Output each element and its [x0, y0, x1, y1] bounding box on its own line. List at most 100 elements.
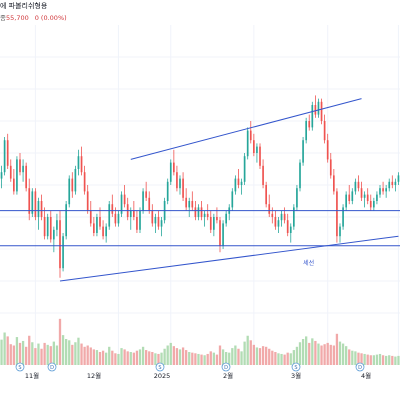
candle-body [43, 217, 46, 237]
trendline-lower-channel [59, 235, 399, 282]
candle-body [188, 201, 191, 208]
volume-bar [271, 350, 274, 365]
volume-bar [305, 336, 308, 365]
volume-bar [55, 345, 59, 365]
volume-bar [308, 342, 311, 365]
volume-bar [320, 345, 323, 365]
volume-bar [394, 356, 397, 365]
volume-bar [123, 349, 126, 365]
volume-bar [231, 348, 234, 365]
volume-bar [86, 345, 89, 365]
candle-body [136, 217, 138, 230]
volume-bar [197, 353, 200, 365]
volume-bar [141, 346, 145, 365]
volume-bar [52, 341, 55, 365]
candle-body [277, 220, 280, 227]
volume-bar [397, 355, 400, 365]
volume-bar [172, 346, 175, 365]
event-marker [355, 362, 365, 372]
volume-bar [25, 346, 28, 365]
candle-body [360, 188, 363, 198]
quote-label: 종 [0, 14, 6, 22]
volume-bar [258, 348, 262, 365]
volume-bar [58, 318, 62, 365]
volume-bar [6, 336, 9, 365]
volume-bar [277, 353, 280, 365]
candle-body [16, 159, 18, 192]
volume-bar [301, 339, 305, 365]
candle-body [363, 194, 366, 198]
volume-bar [31, 342, 34, 365]
volume-bar [117, 353, 120, 365]
volume-bar [46, 344, 49, 365]
x-tick-label: 2025 [154, 372, 171, 380]
candle-body [268, 204, 271, 214]
volume-bar [323, 344, 326, 365]
candle-body [139, 210, 141, 230]
volume-bar [255, 347, 259, 365]
volume-bar [191, 352, 194, 365]
candle-body [182, 178, 184, 198]
candle-body [317, 101, 320, 115]
candle-body [243, 156, 246, 182]
volume-bar [169, 342, 172, 365]
candle-body [114, 213, 117, 224]
candle-body [320, 101, 323, 121]
candle-body [246, 130, 249, 157]
volume-bar [298, 342, 302, 365]
volume-bar [249, 340, 252, 365]
volume-bar [354, 351, 357, 365]
volume-bar [80, 343, 83, 365]
volume-bar [274, 352, 277, 365]
candle-body [302, 140, 304, 163]
volume-bar [34, 348, 37, 365]
event-marker [291, 362, 301, 372]
candle-body [203, 213, 206, 217]
candle-body [326, 140, 329, 160]
candle-body [176, 172, 178, 189]
event-marker-label: D [50, 365, 54, 371]
candle-body [286, 220, 289, 233]
volume-bar [160, 352, 163, 365]
candle-body [3, 140, 6, 173]
x-tick-label: 11월 [25, 371, 39, 380]
candle-body [206, 213, 209, 217]
volume-bar [114, 353, 117, 365]
volume-bar [0, 339, 3, 365]
volume-bar [341, 343, 345, 365]
volume-bar [18, 342, 22, 365]
volume-bar [138, 349, 142, 365]
volume-bar [209, 351, 212, 365]
candle-body [37, 201, 40, 217]
volume-bar [15, 337, 19, 365]
candle-body [271, 213, 274, 217]
candle-body [305, 121, 307, 141]
x-tick-label: 12월 [87, 371, 101, 380]
candle-body [366, 194, 369, 201]
x-tick-label: 3월 [291, 371, 301, 380]
candle-body [9, 165, 12, 179]
volume-bar [329, 344, 332, 365]
volume-bar [388, 355, 391, 365]
candle-body [265, 185, 267, 205]
event-marker [15, 362, 25, 372]
candle-body [83, 172, 86, 192]
candle-body [77, 156, 80, 169]
candle-body [293, 207, 295, 227]
volume-bar [283, 354, 286, 365]
volume-bar [89, 347, 92, 365]
volume-bar [218, 345, 222, 365]
trendline-upper-channel [130, 98, 362, 160]
volume-bar [243, 341, 246, 365]
volume-bar [203, 355, 206, 365]
candle-body [74, 169, 77, 192]
volume-bar [351, 350, 354, 365]
volume-bar [145, 350, 148, 365]
candle-body [357, 181, 360, 189]
candle-body [89, 210, 92, 224]
candle-body [222, 223, 224, 246]
x-tick-label: 4월 [361, 371, 371, 380]
candle-body [19, 159, 21, 173]
event-marker [47, 362, 57, 372]
